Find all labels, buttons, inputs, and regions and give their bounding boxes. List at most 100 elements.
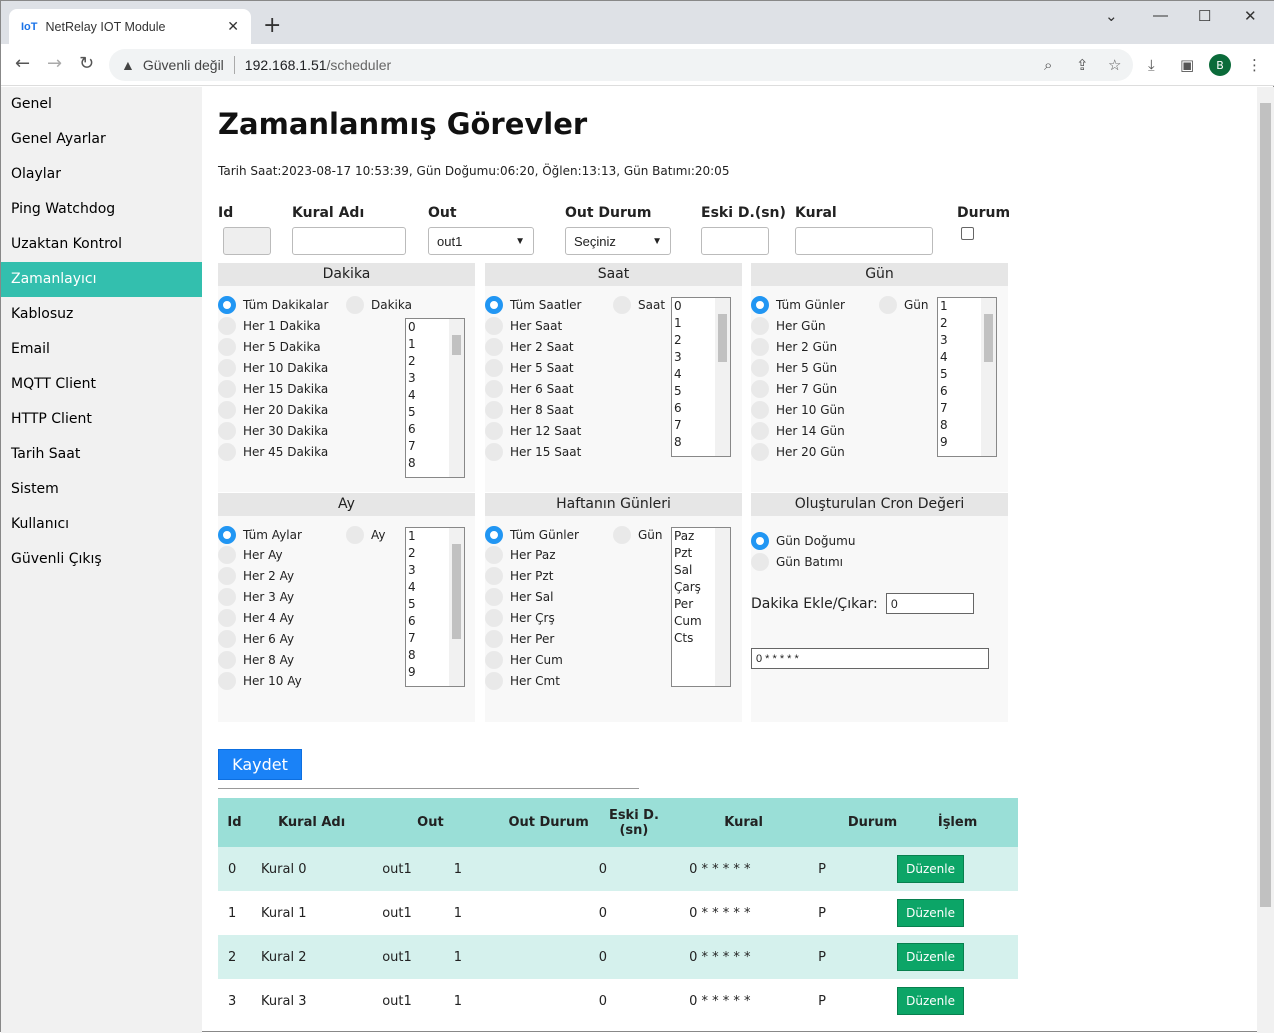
radio-option[interactable]: Her 3 Ay (218, 588, 294, 606)
radio-option[interactable]: Her 6 Ay (218, 630, 294, 648)
radio-option[interactable]: Tüm Günler (751, 296, 845, 314)
listbox-scrollbar[interactable] (715, 528, 730, 686)
radio-option[interactable]: Her Paz (485, 546, 556, 564)
listbox-option[interactable]: 1 (408, 529, 416, 543)
radio-button[interactable] (485, 672, 503, 690)
avatar[interactable]: B (1209, 54, 1231, 76)
radio-option[interactable]: Her 2 Ay (218, 567, 294, 585)
radio-option[interactable]: Her 30 Dakika (218, 422, 328, 440)
radio-button[interactable] (485, 317, 503, 335)
listbox-option[interactable]: 2 (674, 333, 682, 347)
radio-button[interactable] (485, 609, 503, 627)
cron-value-input[interactable]: 0 * * * * * (751, 648, 989, 669)
radio-button[interactable] (485, 296, 503, 314)
radio-button[interactable] (218, 526, 236, 544)
radio-option[interactable]: Gün Doğumu (751, 532, 855, 550)
radio-button[interactable] (485, 401, 503, 419)
radio-option[interactable]: Her 5 Gün (751, 359, 837, 377)
radio-option[interactable]: Gün Batımı (751, 553, 843, 571)
share-icon[interactable]: ⇪ (1076, 56, 1089, 74)
eski-field[interactable] (701, 227, 769, 255)
listbox-option[interactable]: 1 (408, 337, 416, 351)
listbox-option[interactable]: 7 (408, 631, 416, 645)
radio-option[interactable]: Her 20 Gün (751, 443, 845, 461)
listbox-option[interactable]: 9 (408, 665, 416, 679)
edit-button[interactable]: Düzenle (897, 899, 964, 927)
radio-button[interactable] (485, 380, 503, 398)
radio-button[interactable] (218, 359, 236, 377)
listbox-option[interactable]: 7 (674, 418, 682, 432)
options-listbox[interactable]: 1 2 3 4 5 6 7 8 9 (405, 527, 465, 687)
radio-option[interactable]: Gün (613, 526, 663, 544)
out-select[interactable]: out1 ▼ (428, 227, 534, 255)
options-listbox[interactable]: 1 2 3 4 5 6 7 8 9 (937, 297, 997, 457)
radio-button[interactable] (485, 526, 503, 544)
radio-button[interactable] (751, 553, 769, 571)
radio-button[interactable] (485, 546, 503, 564)
radio-option[interactable]: Her 15 Saat (485, 443, 581, 461)
scrollbar-thumb[interactable] (1260, 103, 1271, 907)
close-tab-icon[interactable]: ✕ (227, 18, 239, 34)
radio-option[interactable]: Her 6 Saat (485, 380, 574, 398)
radio-button[interactable] (613, 526, 631, 544)
radio-option[interactable]: Her 1 Dakika (218, 317, 321, 335)
radio-button[interactable] (751, 338, 769, 356)
page-scrollbar[interactable] (1257, 87, 1274, 1033)
options-listbox[interactable]: Paz Pzt Sal Çarş Per Cum Cts (671, 527, 731, 687)
radio-button[interactable] (751, 401, 769, 419)
sidebar-item-uzaktan-kontrol[interactable]: Uzaktan Kontrol (11, 236, 122, 252)
listbox-option[interactable]: 0 (408, 320, 416, 334)
radio-button[interactable] (751, 296, 769, 314)
listbox-option[interactable]: 5 (408, 597, 416, 611)
sidebar-item-ping-watchdog[interactable]: Ping Watchdog (11, 201, 116, 217)
sidebar-item-genel-ayarlar[interactable]: Genel Ayarlar (11, 131, 106, 147)
radio-button[interactable] (218, 380, 236, 398)
listbox-option[interactable]: 6 (674, 401, 682, 415)
radio-option[interactable]: Her Çrş (485, 609, 555, 627)
radio-option[interactable]: Her 10 Dakika (218, 359, 328, 377)
listbox-option[interactable]: 8 (408, 456, 416, 470)
radio-option[interactable]: Her Pzt (485, 567, 553, 585)
radio-button[interactable] (613, 296, 631, 314)
radio-button[interactable] (218, 443, 236, 461)
radio-button[interactable] (346, 296, 364, 314)
edit-button[interactable]: Düzenle (897, 987, 964, 1015)
listbox-option[interactable]: Sal (674, 563, 693, 577)
bookmark-star-icon[interactable]: ☆ (1108, 56, 1122, 74)
radio-button[interactable] (485, 359, 503, 377)
radio-button[interactable] (485, 338, 503, 356)
radio-option[interactable]: Dakika (346, 296, 412, 314)
radio-option[interactable]: Her 8 Saat (485, 401, 574, 419)
radio-button[interactable] (485, 651, 503, 669)
back-icon[interactable]: ← (15, 53, 31, 74)
zoom-icon[interactable]: ⌕ (1044, 56, 1053, 74)
menu-icon[interactable]: ⋮ (1247, 56, 1262, 74)
listbox-option[interactable]: 3 (408, 563, 416, 577)
radio-button[interactable] (485, 630, 503, 648)
tab-search-icon[interactable]: ⌄ (1105, 8, 1118, 25)
listbox-scrollbar[interactable] (715, 298, 730, 456)
radio-option[interactable]: Her Cum (485, 651, 563, 669)
listbox-option[interactable]: 2 (408, 546, 416, 560)
radio-option[interactable]: Tüm Dakikalar (218, 296, 328, 314)
listbox-option[interactable]: 2 (408, 354, 416, 368)
listbox-option[interactable]: Pzt (674, 546, 693, 560)
listbox-option[interactable]: 5 (408, 405, 416, 419)
radio-option[interactable]: Her 2 Gün (751, 338, 837, 356)
listbox-option[interactable]: 8 (674, 435, 682, 449)
radio-button[interactable] (218, 401, 236, 419)
sidebar-item-mqtt-client[interactable]: MQTT Client (11, 376, 96, 392)
radio-button[interactable] (218, 338, 236, 356)
radio-option[interactable]: Her 45 Dakika (218, 443, 328, 461)
sidebar-item-zamanlayıcı[interactable]: Zamanlayıcı (1, 262, 202, 297)
radio-option[interactable]: Her 8 Ay (218, 651, 294, 669)
listbox-option[interactable]: 1 (674, 316, 682, 330)
radio-option[interactable]: Her 20 Dakika (218, 401, 328, 419)
radio-button[interactable] (485, 422, 503, 440)
listbox-option[interactable]: 1 (940, 299, 948, 313)
radio-option[interactable]: Her Sal (485, 588, 553, 606)
listbox-scrollbar[interactable] (981, 298, 996, 456)
sidebar-item-kullanıcı[interactable]: Kullanıcı (11, 516, 70, 532)
listbox-option[interactable]: 3 (940, 333, 948, 347)
radio-option[interactable]: Her Cmt (485, 672, 560, 690)
